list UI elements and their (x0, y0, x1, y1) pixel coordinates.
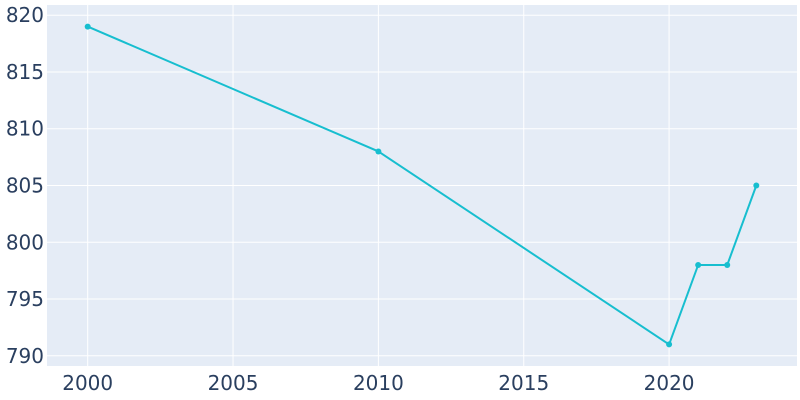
y-tick-label: 805 (6, 174, 44, 198)
x-tick-label: 2005 (208, 371, 259, 395)
y-tick-label: 820 (6, 3, 44, 27)
data-point (695, 261, 702, 268)
data-point (375, 148, 382, 155)
data-point (666, 341, 673, 348)
x-tick-label: 2020 (644, 371, 695, 395)
x-tick-label: 2000 (62, 371, 113, 395)
grid-lines (47, 5, 797, 366)
y-tick-label: 795 (6, 287, 44, 311)
x-axis: 2000 2005 2010 2015 2020 (62, 371, 694, 395)
series-group (87, 25, 758, 346)
data-point (724, 261, 731, 268)
data-point (84, 23, 91, 30)
y-tick-label: 790 (6, 344, 44, 368)
y-tick-label: 810 (6, 117, 44, 141)
y-axis: 790 795 800 805 810 815 820 (6, 3, 44, 368)
series-line (87, 25, 758, 346)
y-tick-label: 800 (6, 230, 44, 254)
x-tick-label: 2010 (353, 371, 404, 395)
data-point (753, 182, 760, 189)
x-tick-label: 2015 (498, 371, 549, 395)
y-tick-label: 815 (6, 60, 44, 84)
data-points (84, 23, 760, 348)
